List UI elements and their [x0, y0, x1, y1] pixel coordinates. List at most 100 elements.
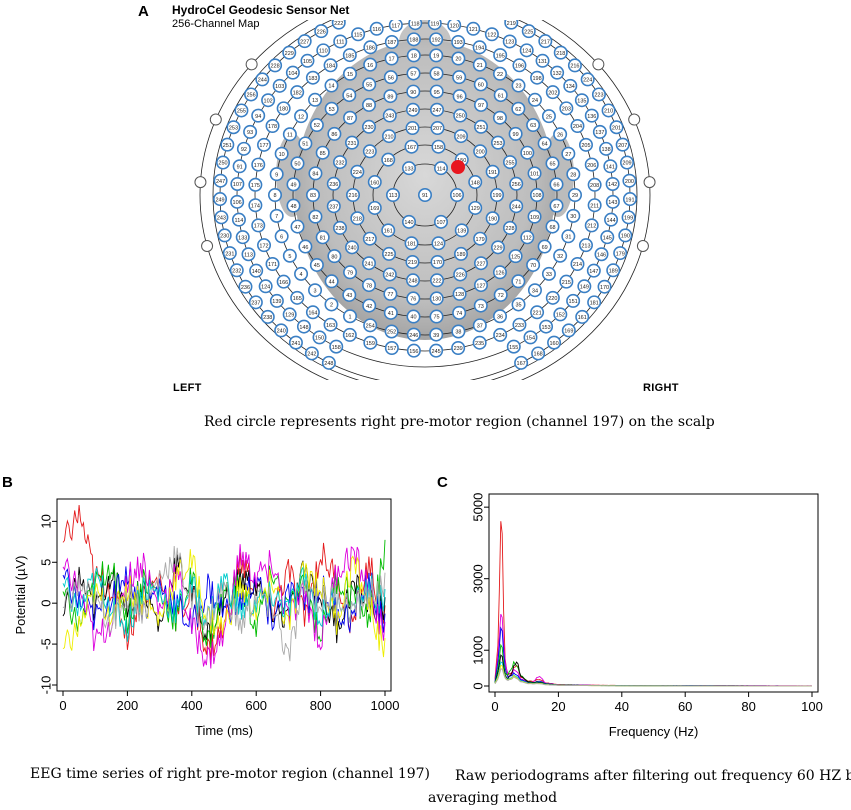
- electrode-label: 124: [261, 284, 270, 290]
- electrode: 5: [282, 248, 297, 263]
- electrode: [636, 239, 649, 252]
- electrode-circle: [324, 101, 339, 116]
- electrode-circle: [323, 317, 338, 332]
- electrode-label: 253: [493, 141, 502, 147]
- electrode-circle: [383, 286, 398, 301]
- electrode-label: 192: [432, 38, 441, 44]
- electrode: 115: [351, 27, 366, 42]
- electrode-label: 148: [299, 325, 308, 331]
- electrode-label: 188: [409, 38, 418, 44]
- x-tick-label: 200: [117, 698, 139, 713]
- electrode-label: 93: [247, 130, 253, 136]
- electrode-label: 248: [408, 278, 417, 284]
- electrode-label: 98: [497, 116, 503, 122]
- electrode-label: 227: [476, 261, 485, 267]
- electrode-circle: [473, 278, 488, 293]
- electrode: 140: [402, 214, 417, 229]
- electrode-circle: [321, 355, 336, 370]
- electrode: 53: [324, 101, 339, 116]
- electrode-circle: [527, 92, 542, 107]
- electrode-circle: [526, 118, 541, 133]
- electrode-circle: [547, 335, 562, 350]
- electrode-circle: [561, 229, 576, 244]
- electrode-circle: [216, 155, 231, 170]
- electrode-label: 145: [603, 235, 612, 241]
- electrode-label: 241: [364, 261, 373, 267]
- electrode-circle: [363, 57, 378, 72]
- electrode-label: 104: [288, 71, 297, 77]
- electrode-circle: [587, 177, 602, 192]
- electrode-label: 212: [587, 224, 596, 230]
- electrode-label: 248: [324, 361, 333, 367]
- electrode-label: 232: [335, 160, 344, 166]
- electrode: [643, 176, 656, 189]
- electrode: 101: [527, 166, 542, 181]
- electrode-circle: [201, 239, 214, 252]
- electrode-circle: [406, 343, 421, 358]
- electrode-label: 103: [275, 84, 284, 90]
- electrode: 60: [473, 77, 488, 92]
- electrode-label: 251: [223, 143, 232, 149]
- electrode: 84: [308, 166, 323, 181]
- electrode-label: 219: [507, 21, 516, 27]
- electrode: 19: [429, 48, 444, 63]
- electrode: 255: [502, 155, 517, 170]
- electrode: 179: [473, 231, 488, 246]
- electrode-circle: [622, 192, 637, 207]
- electrode-circle: [584, 157, 599, 172]
- electrode-label: 112: [523, 236, 532, 242]
- electrode: 174: [248, 198, 263, 213]
- electrode-label: 61: [498, 93, 504, 99]
- electrode: 23: [511, 78, 526, 93]
- electrode: 95: [429, 84, 444, 99]
- electrode: 132: [550, 65, 565, 80]
- electrode-label: 218: [556, 51, 565, 57]
- electrode-label: 228: [505, 226, 514, 232]
- electrode-circle: [367, 200, 382, 215]
- electrode: 86: [327, 126, 342, 141]
- electrode-circle: [333, 155, 348, 170]
- electrode: 129: [468, 200, 483, 215]
- electrode-circle: [406, 32, 421, 47]
- electrode-circle: [484, 27, 499, 42]
- electrode-circle: [509, 199, 524, 214]
- electrode-label: 10: [279, 152, 285, 158]
- electrode-label: 170: [433, 260, 442, 266]
- electrode-circle: [427, 20, 442, 31]
- electrode: 157: [384, 341, 399, 356]
- electrode-label: 142: [608, 182, 617, 188]
- electrode: [592, 58, 605, 71]
- electrode-label: 196: [515, 63, 524, 69]
- electrode-label: 189: [609, 268, 618, 274]
- y-tick-label: 3000: [471, 564, 486, 593]
- electrode-label: 46: [302, 245, 308, 251]
- electrode: 247: [213, 173, 228, 188]
- electrode-label: 225: [524, 29, 533, 35]
- x-tick-label: 600: [245, 698, 267, 713]
- electrode-circle: [451, 34, 466, 49]
- electrode-label: 147: [589, 269, 598, 275]
- electrode-circle: [308, 209, 323, 224]
- electrode-circle: [406, 48, 421, 63]
- electrode-label: 216: [348, 193, 357, 199]
- electrode: 224: [350, 164, 365, 179]
- electrode-label: 194: [475, 45, 484, 51]
- electrode-circle: [350, 164, 365, 179]
- electrode-label: 129: [471, 206, 480, 212]
- electrode: 231: [222, 246, 237, 261]
- electrode-circle: [251, 157, 266, 172]
- electrode-label: 120: [450, 23, 459, 29]
- electrode-label: 179: [616, 251, 625, 257]
- electrode: 148: [468, 175, 483, 190]
- electrode-label: 168: [384, 158, 393, 164]
- electrode: 173: [251, 218, 266, 233]
- electrode-label: 250: [456, 114, 465, 120]
- electrode-circle: [381, 223, 396, 238]
- electrode-circle: [276, 274, 291, 289]
- electrode: 236: [326, 176, 341, 191]
- electrode: 187: [384, 34, 399, 49]
- x-tick-label: 400: [181, 698, 203, 713]
- electrode: 165: [290, 290, 305, 305]
- electrode: 253: [226, 120, 241, 135]
- electrode: 91: [232, 159, 247, 174]
